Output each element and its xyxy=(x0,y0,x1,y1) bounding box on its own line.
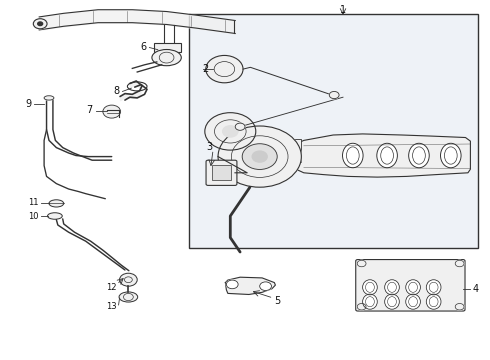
Ellipse shape xyxy=(152,49,181,66)
Text: 5: 5 xyxy=(274,296,280,306)
Circle shape xyxy=(357,303,366,310)
Ellipse shape xyxy=(385,280,399,295)
Circle shape xyxy=(33,19,47,29)
Circle shape xyxy=(218,126,301,187)
Ellipse shape xyxy=(377,143,397,168)
Circle shape xyxy=(206,55,243,83)
Text: 11: 11 xyxy=(28,198,39,207)
Bar xyxy=(279,139,301,162)
Circle shape xyxy=(38,22,43,26)
Ellipse shape xyxy=(44,96,54,100)
FancyBboxPatch shape xyxy=(356,260,465,311)
Ellipse shape xyxy=(385,294,399,309)
Circle shape xyxy=(260,282,271,291)
Circle shape xyxy=(235,123,245,130)
FancyBboxPatch shape xyxy=(206,160,237,185)
Circle shape xyxy=(242,144,277,170)
Text: 9: 9 xyxy=(25,99,31,109)
Ellipse shape xyxy=(363,280,377,295)
Text: 8: 8 xyxy=(114,86,120,96)
Text: 10: 10 xyxy=(28,212,39,221)
Circle shape xyxy=(455,303,464,310)
Circle shape xyxy=(455,260,464,267)
Text: 4: 4 xyxy=(473,284,479,294)
Text: 12: 12 xyxy=(106,283,117,292)
Ellipse shape xyxy=(49,200,64,207)
Ellipse shape xyxy=(363,294,377,309)
Ellipse shape xyxy=(426,294,441,309)
Circle shape xyxy=(222,126,238,137)
Circle shape xyxy=(120,273,137,286)
Circle shape xyxy=(205,113,256,150)
Circle shape xyxy=(103,105,121,118)
Polygon shape xyxy=(280,134,470,177)
Bar xyxy=(212,165,231,180)
Ellipse shape xyxy=(406,294,420,309)
Text: 7: 7 xyxy=(86,105,92,115)
Ellipse shape xyxy=(406,280,420,295)
Circle shape xyxy=(329,91,339,99)
Ellipse shape xyxy=(48,213,62,219)
Text: 2: 2 xyxy=(203,64,209,74)
Ellipse shape xyxy=(119,292,138,302)
Text: 13: 13 xyxy=(106,302,117,311)
Ellipse shape xyxy=(343,143,363,168)
Bar xyxy=(154,43,181,52)
Ellipse shape xyxy=(441,143,461,168)
Circle shape xyxy=(226,280,238,289)
Text: 1: 1 xyxy=(340,5,346,15)
Ellipse shape xyxy=(409,143,429,168)
Text: 3: 3 xyxy=(207,142,213,152)
Circle shape xyxy=(357,260,366,267)
Bar xyxy=(189,14,478,248)
Circle shape xyxy=(252,151,267,162)
Ellipse shape xyxy=(426,280,441,295)
Polygon shape xyxy=(225,277,275,294)
Text: 6: 6 xyxy=(140,42,146,52)
